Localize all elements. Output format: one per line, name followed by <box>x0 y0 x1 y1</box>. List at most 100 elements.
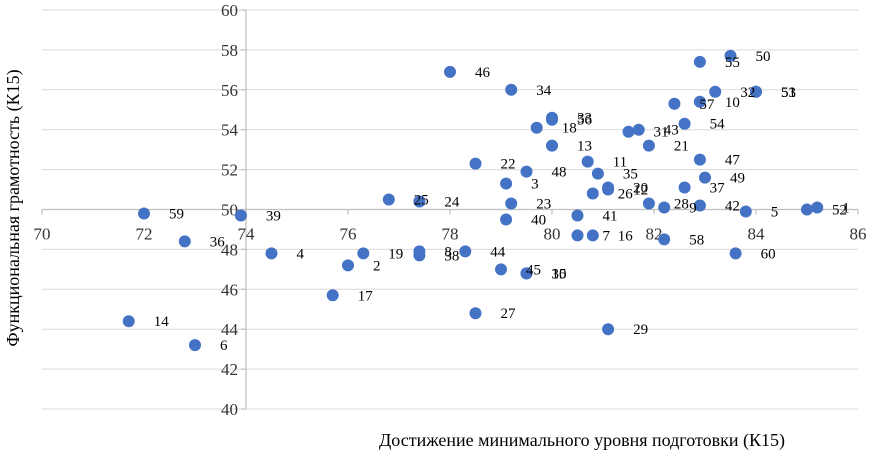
y-tick-label-60: 60 <box>221 1 238 20</box>
point-label-32: 32 <box>740 85 755 101</box>
axes <box>41 9 859 410</box>
point-label-57: 57 <box>699 97 715 113</box>
point-label-10: 10 <box>725 95 740 111</box>
data-point-14 <box>122 315 135 328</box>
data-point-18 <box>530 121 543 134</box>
point-label-34: 34 <box>536 83 552 99</box>
point-label-21: 21 <box>674 139 689 155</box>
data-point-53 <box>750 85 762 98</box>
point-label-20: 20 <box>633 181 648 197</box>
data-point-40 <box>500 213 513 226</box>
data-point-30 <box>520 267 533 280</box>
point-label-33: 33 <box>577 111 592 127</box>
data-point-43 <box>632 123 645 136</box>
point-label-22: 22 <box>501 157 516 173</box>
point-label-6: 6 <box>220 338 228 354</box>
point-label-26: 26 <box>618 187 634 203</box>
point-label-16: 16 <box>618 228 634 244</box>
y-tick-label-40: 40 <box>221 400 238 419</box>
point-label-18: 18 <box>562 121 577 137</box>
point-label-35: 35 <box>623 167 638 183</box>
data-point-32 <box>709 85 722 98</box>
point-label-51: 51 <box>781 85 796 101</box>
point-label-12: 12 <box>633 183 648 199</box>
point-label-58: 58 <box>689 232 704 248</box>
point-label-44: 44 <box>490 244 506 260</box>
data-point-9 <box>658 201 671 214</box>
data-point-11 <box>581 155 594 168</box>
data-point-17 <box>326 289 339 302</box>
y-axis-title: Функциональная грамотность (К15) <box>3 69 24 346</box>
data-points <box>122 49 824 352</box>
point-label-47: 47 <box>725 153 741 169</box>
point-label-45: 45 <box>526 262 541 278</box>
data-point-57 <box>668 97 681 110</box>
point-label-37: 37 <box>710 181 726 197</box>
point-label-53: 53 <box>781 85 796 101</box>
data-point-24 <box>413 195 426 208</box>
data-point-58 <box>658 233 671 246</box>
data-point-39 <box>234 209 247 222</box>
data-point-28 <box>642 197 655 210</box>
data-point-25 <box>382 193 395 206</box>
point-label-5: 5 <box>771 204 779 220</box>
data-point-26 <box>586 187 599 200</box>
data-point-47 <box>693 153 706 166</box>
point-label-36: 36 <box>210 234 226 250</box>
data-point-3 <box>500 177 513 190</box>
data-point-29 <box>602 323 615 336</box>
y-tick-label-48: 48 <box>221 240 238 259</box>
data-point-45 <box>495 263 507 276</box>
data-point-56 <box>546 113 558 126</box>
point-label-48: 48 <box>552 165 567 181</box>
data-point-46 <box>444 65 456 78</box>
data-point-22 <box>469 157 482 170</box>
data-point-59 <box>138 207 150 220</box>
y-tick-label-42: 42 <box>221 360 238 379</box>
point-label-1: 1 <box>842 201 850 217</box>
data-point-21 <box>642 139 655 152</box>
point-label-24: 24 <box>444 195 460 211</box>
data-point-34 <box>505 83 518 96</box>
x-tick-label-86: 86 <box>850 225 867 244</box>
point-label-11: 11 <box>613 155 627 171</box>
data-point-44 <box>459 245 472 258</box>
x-tick-label-78: 78 <box>442 225 459 244</box>
data-point-49 <box>699 171 711 184</box>
data-point-35 <box>591 167 604 180</box>
point-label-39: 39 <box>266 208 281 224</box>
point-label-19: 19 <box>388 246 403 262</box>
point-label-55: 55 <box>725 55 740 71</box>
x-tick-label-76: 76 <box>340 225 357 244</box>
point-label-59: 59 <box>169 206 184 222</box>
data-point-37 <box>678 181 691 194</box>
y-tick-label-50: 50 <box>221 201 238 220</box>
data-point-38 <box>413 249 426 262</box>
y-tick-label-44: 44 <box>221 320 239 339</box>
point-label-28: 28 <box>674 197 689 213</box>
x-tick-label-84: 84 <box>748 225 766 244</box>
data-point-19 <box>357 247 370 260</box>
data-point-42 <box>693 199 706 212</box>
x-tick-label-72: 72 <box>136 225 153 244</box>
data-point-2 <box>342 259 354 272</box>
point-label-38: 38 <box>444 248 459 264</box>
point-label-29: 29 <box>633 322 648 338</box>
data-point-20 <box>602 181 615 194</box>
data-point-36 <box>178 235 191 248</box>
point-label-7: 7 <box>603 228 611 244</box>
point-label-3: 3 <box>531 177 539 193</box>
point-label-30: 30 <box>552 266 567 282</box>
point-label-40: 40 <box>531 212 546 228</box>
point-label-17: 17 <box>358 288 374 304</box>
x-tick-label-80: 80 <box>544 225 561 244</box>
data-point-5 <box>739 205 752 218</box>
point-label-14: 14 <box>154 314 170 330</box>
x-axis-title: Достижение минимального уровня подготовк… <box>379 430 785 451</box>
data-point-4 <box>265 247 278 260</box>
point-label-49: 49 <box>730 171 745 187</box>
data-point-54 <box>678 117 691 130</box>
data-point-50 <box>724 49 737 62</box>
point-label-27: 27 <box>501 306 517 322</box>
